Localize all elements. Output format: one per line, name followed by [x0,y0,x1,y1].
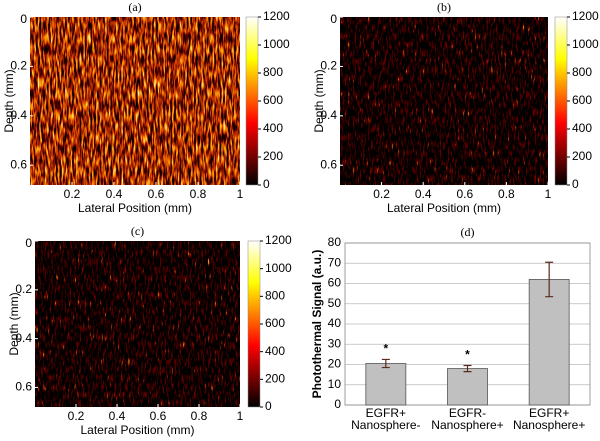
error-bar [463,364,472,373]
panel-title: (c) [131,224,144,238]
colorbar-tick-label: 200 [263,149,283,163]
x-tick-label: 0.4 [106,187,123,201]
y-tick-label: 0 [334,397,341,411]
y-tick-label: 40 [328,316,342,330]
error-bar [381,358,390,369]
y-tick-label: 80 [328,235,342,249]
bar [365,363,407,406]
y-tick-label: 0.4 [15,331,32,345]
colorbar-tick-label: 800 [572,65,592,79]
colorbar-tick-label: 200 [572,149,592,163]
panel-title: (b) [437,0,451,14]
heatmap-image [35,241,240,407]
x-tick-label: 0.8 [498,187,515,201]
y-axis-label: Depth (mm) [7,292,21,355]
x-tick-label: 0.6 [148,187,165,201]
colorbar-tick-label: 400 [263,121,283,135]
heatmap-image [340,17,548,185]
x-tick-label: 1 [237,409,244,423]
y-tick-label: 0.2 [15,282,32,296]
x-tick-label: 1 [545,187,552,201]
x-axis-label: Lateral Position (mm) [387,201,501,215]
x-tick-label: 0.8 [190,187,207,201]
x-tick-label: 0.2 [68,409,85,423]
y-tick-label: 0.6 [320,157,337,171]
x-tick-label: Nanosphere+ [513,418,585,432]
y-axis-label: Depth (mm) [312,69,326,132]
x-tick-label: 0.2 [373,187,390,201]
colorbar-tick-label: 0 [265,399,272,413]
y-tick-label: 0 [330,12,337,26]
colorbar [247,240,261,408]
annotation: * [465,348,470,362]
x-axis-label: Lateral Position (mm) [78,201,192,215]
bar [528,279,570,406]
colorbar-tick-label: 0 [263,177,270,191]
x-tick-label: EGFR+ [529,406,569,420]
y-tick-label: 20 [328,357,342,371]
colorbar [554,16,568,186]
colorbar-tick-label: 600 [265,316,285,330]
colorbar-tick-label: 1000 [263,37,290,51]
error-bar [545,261,554,298]
colorbar-tick-label: 800 [263,65,283,79]
annotation: * [383,342,388,356]
colorbar-tick-label: 600 [263,93,283,107]
x-tick-label: 0.8 [191,409,208,423]
y-tick-label: 10 [328,377,342,391]
y-tick-label: 0 [20,12,27,26]
y-tick-label: 0.6 [15,380,32,394]
colorbar-tick-label: 0 [572,177,579,191]
x-tick-label: 0.6 [150,409,167,423]
x-tick-label: Nanosphere+ [431,418,503,432]
colorbar-tick-label: 200 [265,372,285,386]
y-tick-label: 70 [328,255,342,269]
colorbar-tick-label: 800 [265,289,285,303]
colorbar-tick-label: 1200 [572,9,599,23]
y-axis-label: Depth (mm) [2,69,16,132]
y-axis-label: Photothermal Signal (a.u.) [310,250,324,399]
panel-title: (d) [461,225,475,239]
x-tick-label: EGFR+ [366,406,406,420]
y-tick-label: 0.2 [10,59,27,73]
x-tick-label: 0.2 [64,187,81,201]
bar [447,368,488,406]
colorbar-tick-label: 400 [265,344,285,358]
x-tick-label: 0.4 [109,409,126,423]
y-tick-label: 50 [328,296,342,310]
colorbar [245,16,259,186]
x-tick-label: Nanosphere- [351,418,420,432]
heatmap-image [30,17,240,185]
colorbar-tick-label: 400 [572,121,592,135]
y-tick-label: 30 [328,336,342,350]
colorbar-tick-label: 600 [572,93,592,107]
y-tick-label: 0 [25,236,32,250]
panel-title: (a) [128,0,141,14]
y-tick-label: 0.4 [320,108,337,122]
y-tick-label: 60 [328,276,342,290]
y-tick-label: 0.4 [10,108,27,122]
colorbar-tick-label: 1000 [572,37,599,51]
y-tick-label: 0.2 [320,59,337,73]
x-tick-label: 0.4 [415,187,432,201]
colorbar-tick-label: 1200 [263,9,290,23]
y-tick-label: 0.6 [10,157,27,171]
x-axis-label: Lateral Position (mm) [80,423,194,437]
x-tick-label: 0.6 [456,187,473,201]
x-tick-label: EGFR- [449,406,486,420]
colorbar-tick-label: 1000 [265,261,292,275]
colorbar-tick-label: 1200 [265,233,292,247]
x-tick-label: 1 [237,187,244,201]
